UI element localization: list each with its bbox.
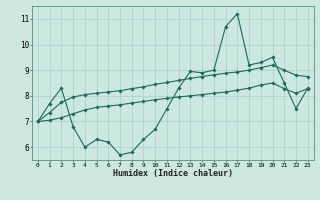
X-axis label: Humidex (Indice chaleur): Humidex (Indice chaleur) — [113, 169, 233, 178]
